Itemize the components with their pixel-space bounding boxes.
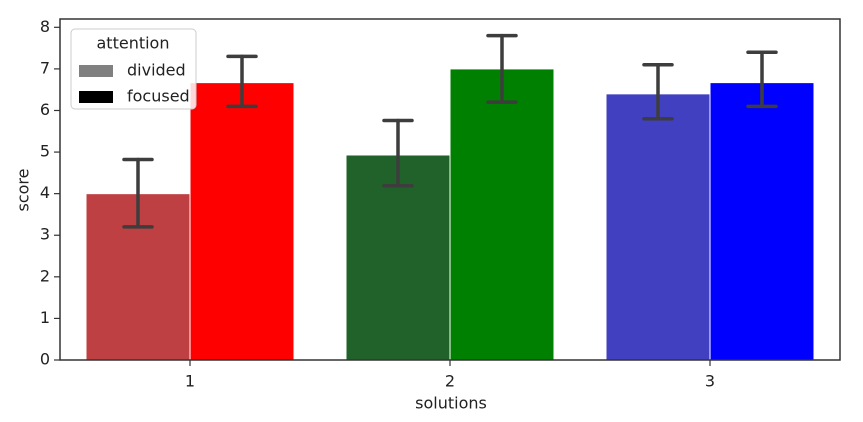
error-bar [486, 33, 518, 104]
legend-swatch [79, 91, 113, 103]
bar [189, 82, 295, 361]
bar [709, 82, 815, 361]
x-tick-label: 3 [705, 372, 715, 391]
legend: attention divided focused [70, 28, 197, 110]
y-tick-label: 8 [40, 17, 50, 36]
bar [449, 68, 555, 361]
y-axis-label: score [14, 169, 33, 212]
legend-frame [70, 28, 197, 110]
x-tick-label: 1 [185, 372, 195, 391]
legend-label: divided [127, 61, 186, 80]
x-axis-label: solutions [415, 394, 487, 413]
y-tick-label: 2 [40, 266, 50, 285]
bar [345, 154, 451, 361]
y-tick-label: 1 [40, 308, 50, 327]
x-tick-label: 2 [445, 372, 455, 391]
y-tick-label: 7 [40, 58, 50, 77]
plot-frame [59, 18, 841, 361]
y-tick-label: 4 [40, 183, 50, 202]
error-bar [122, 157, 154, 229]
error-bar [226, 54, 258, 109]
y-tick-label: 5 [40, 142, 50, 161]
y-tick-label: 3 [40, 225, 50, 244]
error-bar [382, 118, 414, 188]
bar [605, 93, 711, 361]
legend-title: attention [97, 34, 170, 53]
y-tick-label: 0 [40, 350, 50, 369]
legend-label: focused [127, 87, 190, 106]
error-bar [642, 62, 674, 121]
legend-swatch [79, 65, 113, 77]
y-tick-label: 6 [40, 100, 50, 119]
error-bar [746, 50, 778, 109]
